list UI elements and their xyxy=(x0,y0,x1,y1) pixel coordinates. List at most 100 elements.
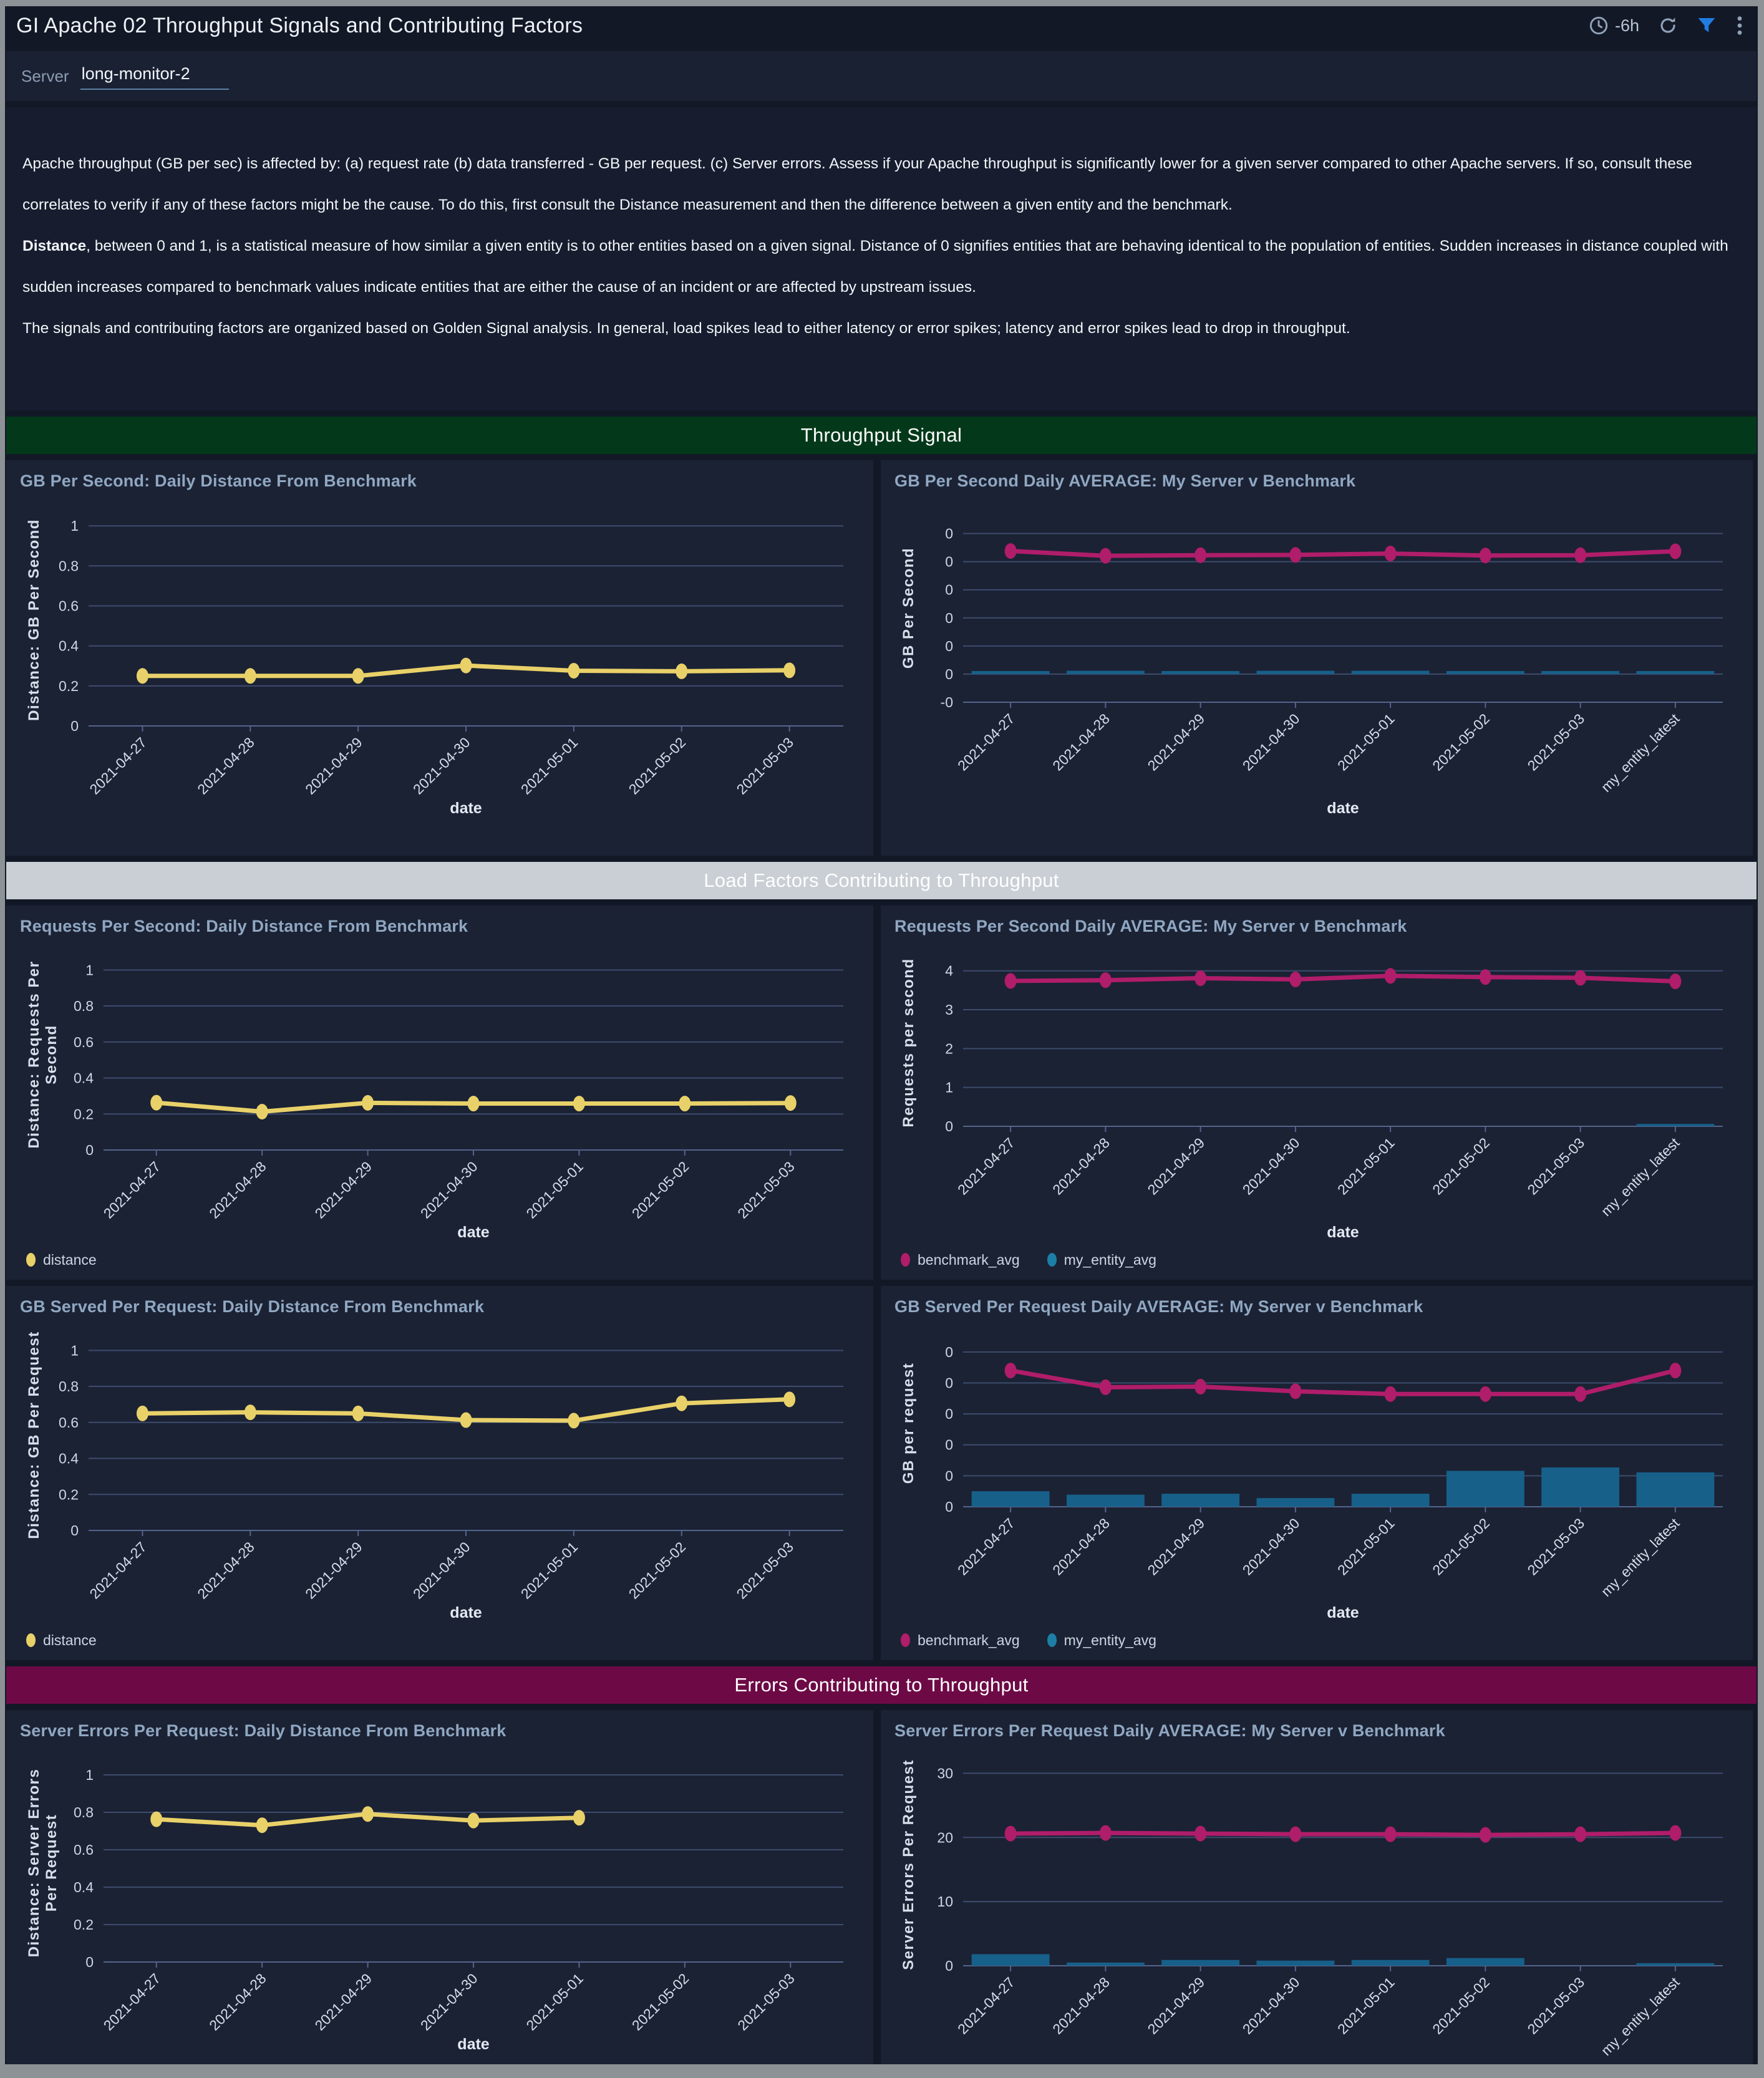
chart-canvas-wrap: 0 0 0 0 0 0 2021-04-27 2021-04-28 2021-04-29 2021… xyxy=(894,1323,1739,1626)
point-distance xyxy=(352,668,364,684)
chart-legend: benchmark_avg my_entity_avg xyxy=(894,1246,1739,1273)
y-axis-label: Distance: GB Per Request xyxy=(26,1331,42,1539)
kebab-menu-icon[interactable] xyxy=(1735,15,1744,36)
legend-item[interactable]: distance xyxy=(26,1252,97,1269)
y-tick-label: 0.6 xyxy=(59,598,79,614)
legend-label: my_entity_avg xyxy=(1064,1251,1156,1268)
filter-icon[interactable] xyxy=(1697,16,1717,36)
y-axis-label: GB Per Second xyxy=(900,548,917,669)
x-tick-label: 2021-04-28 xyxy=(206,1158,269,1222)
description-paragraph-3: The signals and contributing factors are… xyxy=(22,320,1350,337)
chart-panel-errors-average: Server Errors Per Request Daily AVERAGE:… xyxy=(881,1710,1753,2064)
chart-canvas-wrap: 0 0 0 0 0 0 -0 2021-04-27 2021-04-28 2021-04-29 20… xyxy=(894,498,1739,822)
y-tick-label: 0 xyxy=(945,1375,953,1391)
x-tick-label: 2021-04-28 xyxy=(1049,1134,1113,1198)
chart-title: GB Served Per Request: Daily Distance Fr… xyxy=(20,1297,485,1316)
x-axis-label: date xyxy=(450,1604,482,1621)
bar-my_entity_avg xyxy=(1446,1471,1524,1507)
legend-swatch-icon xyxy=(26,1633,36,1647)
legend-label: distance xyxy=(43,2064,97,2065)
legend-swatch-icon xyxy=(1047,1633,1057,1647)
bar-my_entity_avg xyxy=(1066,1962,1145,1966)
y-tick-label: 0 xyxy=(945,666,953,682)
y-axis-label: Second xyxy=(43,1025,60,1085)
legend-swatch-icon xyxy=(901,1633,910,1647)
legend-item[interactable]: my_entity_avg xyxy=(1047,1632,1156,1649)
bar-my_entity_avg xyxy=(1541,1467,1620,1507)
x-tick-label: 2021-04-27 xyxy=(86,734,150,798)
point-distance xyxy=(568,1413,580,1429)
x-tick-label: 2021-05-01 xyxy=(1334,1515,1398,1578)
legend-item[interactable]: my_entity_avg xyxy=(1047,1252,1156,1269)
y-tick-label: 0.4 xyxy=(74,1879,94,1895)
x-tick-label: 2021-04-30 xyxy=(417,1158,481,1222)
x-tick-label: 2021-04-30 xyxy=(410,1539,473,1602)
line-benchmark_avg xyxy=(1008,1368,1678,1396)
point-benchmark_avg xyxy=(1195,1825,1207,1842)
x-tick-label: 2021-04-30 xyxy=(1239,1974,1303,2037)
point-distance xyxy=(352,1405,364,1421)
y-tick-label: 0.8 xyxy=(59,558,79,574)
chart-legend xyxy=(894,822,1739,849)
bar-my_entity_avg xyxy=(1256,670,1335,674)
x-tick-label: 2021-05-02 xyxy=(1429,710,1493,774)
x-tick-label: 2021-04-29 xyxy=(312,1970,376,2034)
point-distance xyxy=(679,1096,691,1112)
chart-canvas-wrap: 1 0.8 0.6 0.4 0.2 0 2021-04-27 2021-04-28 2021-0… xyxy=(20,498,860,822)
server-filter-input[interactable] xyxy=(80,62,229,90)
point-distance xyxy=(136,668,148,684)
x-tick-label: 2021-04-28 xyxy=(1049,710,1113,774)
legend-label: distance xyxy=(43,1631,97,1648)
bar-my_entity_avg xyxy=(971,1491,1050,1507)
x-tick-label: 2021-04-29 xyxy=(1145,1515,1208,1578)
y-tick-label: 0 xyxy=(945,1958,953,1974)
x-tick-label: my_entity_latest xyxy=(1598,1134,1683,1219)
line-benchmark_avg xyxy=(1008,549,1678,558)
bar-my_entity_avg xyxy=(1351,1494,1430,1507)
legend-label: distance xyxy=(43,1251,97,1268)
y-tick-label: 10 xyxy=(937,1893,953,1910)
description-paragraph-2: Distance, between 0 and 1, is a statisti… xyxy=(22,238,1728,296)
x-tick-label: 2021-05-02 xyxy=(1429,1134,1493,1198)
legend-item[interactable]: distance xyxy=(26,2064,97,2065)
point-distance xyxy=(676,1395,688,1411)
chart-canvas: 1 0.8 0.6 0.4 0.2 0 2021-04-27 2021-04-28 2021-0… xyxy=(26,518,843,817)
y-tick-label: 0 xyxy=(945,1406,953,1422)
legend-item[interactable]: distance xyxy=(26,1632,97,1649)
y-tick-label: 0.2 xyxy=(59,678,79,694)
chart-row-1: GB Per Second: Daily Distance From Bench… xyxy=(6,460,1757,856)
legend-item[interactable]: benchmark_avg xyxy=(901,1632,1020,1649)
legend-swatch-icon xyxy=(901,1253,910,1267)
bar-my_entity_avg xyxy=(1636,670,1715,674)
point-distance xyxy=(676,663,688,679)
y-axis-label: Distance: Server Errors xyxy=(26,1769,42,1958)
y-axis-label: Per Request xyxy=(43,1814,60,1912)
point-distance xyxy=(573,1096,585,1112)
point-benchmark_avg xyxy=(1384,546,1397,562)
x-tick-label: 2021-05-02 xyxy=(629,1158,692,1222)
refresh-icon[interactable] xyxy=(1658,16,1678,36)
point-benchmark_avg xyxy=(1384,968,1397,984)
x-tick-label: 2021-04-27 xyxy=(954,1974,1018,2037)
point-distance xyxy=(467,1812,480,1829)
y-axis-label: Server Errors Per Request xyxy=(900,1759,917,1970)
point-benchmark_avg xyxy=(1384,1826,1397,1842)
chart-row-3: GB Served Per Request: Daily Distance Fr… xyxy=(6,1286,1757,1660)
x-tick-label: 2021-05-01 xyxy=(1334,1974,1398,2037)
bar-my_entity_avg xyxy=(1066,670,1145,674)
time-range-button[interactable]: -6h xyxy=(1589,16,1639,36)
chart-panel-gbreq-distance: GB Served Per Request: Daily Distance Fr… xyxy=(6,1286,873,1660)
y-tick-label: -0 xyxy=(941,694,953,710)
chart-row-4: Server Errors Per Request: Daily Distanc… xyxy=(6,1710,1757,2064)
legend-item[interactable]: benchmark_avg xyxy=(901,1252,1020,1269)
chart-panel-gbreq-average: GB Served Per Request Daily AVERAGE: My … xyxy=(881,1286,1753,1660)
x-tick-label: 2021-05-02 xyxy=(626,734,689,798)
y-tick-label: 0 xyxy=(85,1142,94,1158)
x-tick-label: 2021-05-03 xyxy=(1524,1134,1588,1198)
point-benchmark_avg xyxy=(1289,547,1302,563)
y-tick-label: 0 xyxy=(945,610,953,626)
time-range-label: -6h xyxy=(1614,16,1639,35)
chart-title: GB Served Per Request Daily AVERAGE: My … xyxy=(894,1297,1423,1316)
